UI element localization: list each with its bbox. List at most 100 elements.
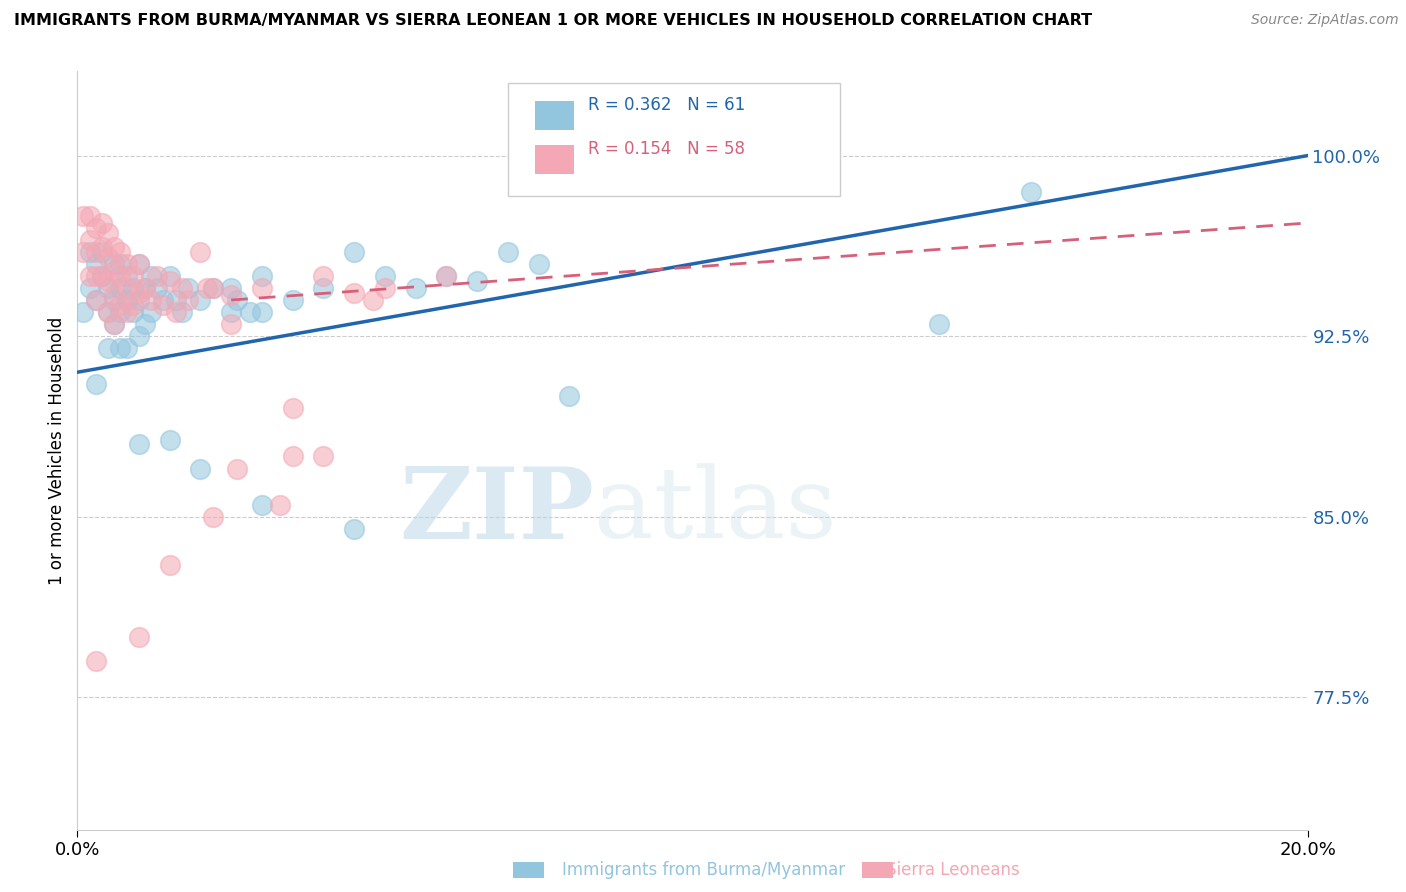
Text: Immigrants from Burma/Myanmar: Immigrants from Burma/Myanmar [562,861,845,879]
Point [97,250,120,264]
Point [312,450,335,464]
Point [84,293,107,307]
Point [72,244,94,259]
Point [405,281,427,295]
Point [90,216,114,230]
Point [219,288,242,302]
Point [188,244,212,259]
Point [177,293,200,307]
Point [361,293,384,307]
Text: ZIP: ZIP [399,463,595,559]
Point [201,281,224,295]
Point [141,268,163,283]
Point [226,293,249,307]
Point [219,317,242,331]
Point [72,305,94,319]
Point [115,293,138,307]
Point [103,317,125,331]
Point [159,268,181,283]
Point [134,281,156,295]
Point [84,268,107,283]
Point [110,305,132,319]
Text: R = 0.362   N = 61: R = 0.362 N = 61 [588,96,745,114]
Point [527,257,550,271]
Point [97,274,120,288]
Point [79,244,101,259]
Point [201,509,224,524]
Text: Source: ZipAtlas.com: Source: ZipAtlas.com [1251,13,1399,28]
Point [343,285,366,300]
Point [128,257,150,271]
Point [84,654,107,668]
Point [343,522,366,536]
Point [79,281,101,295]
Point [97,305,120,319]
Point [250,281,273,295]
Point [312,281,335,295]
Point [72,209,94,223]
Text: IMMIGRANTS FROM BURMA/MYANMAR VS SIERRA LEONEAN 1 OR MORE VEHICLES IN HOUSEHOLD : IMMIGRANTS FROM BURMA/MYANMAR VS SIERRA … [14,13,1092,29]
Point [496,244,519,259]
Point [115,281,138,295]
Point [110,257,132,271]
Point [269,498,291,512]
Point [103,293,125,307]
Point [141,305,163,319]
Point [121,298,143,312]
Point [128,437,150,451]
Point [128,257,150,271]
Point [374,268,396,283]
Point [165,293,187,307]
Point [152,293,174,307]
Point [84,377,107,392]
Point [79,209,101,223]
Point [110,244,132,259]
Point [128,329,150,343]
Point [558,389,581,403]
Point [195,281,218,295]
Point [103,288,125,302]
Point [146,268,169,283]
Point [141,293,163,307]
Point [312,268,335,283]
Point [115,305,138,319]
Point [121,305,143,319]
Point [110,341,132,355]
Text: R = 0.154   N = 58: R = 0.154 N = 58 [588,140,745,159]
Point [103,240,125,254]
Point [128,630,150,644]
Point [110,298,132,312]
Point [250,305,273,319]
Point [128,285,150,300]
Point [281,293,304,307]
Point [128,293,150,307]
Point [90,240,114,254]
Point [121,281,143,295]
Point [201,281,224,295]
Point [250,498,273,512]
Point [97,305,120,319]
Point [219,305,242,319]
Point [281,450,304,464]
Point [110,268,132,283]
Point [188,461,212,475]
Point [343,244,366,259]
Point [97,281,120,295]
Point [152,298,174,312]
Y-axis label: 1 or more Vehicles in Household: 1 or more Vehicles in Household [48,317,66,584]
Point [159,433,181,447]
Point [103,264,125,278]
Point [188,293,212,307]
Point [177,281,200,295]
Point [219,281,242,295]
Point [436,268,458,283]
Point [226,461,249,475]
Point [165,305,187,319]
Point [436,268,458,283]
Point [374,281,396,295]
Point [146,281,169,295]
Point [281,401,304,416]
Point [928,317,950,331]
Point [84,257,107,271]
Point [121,268,143,283]
